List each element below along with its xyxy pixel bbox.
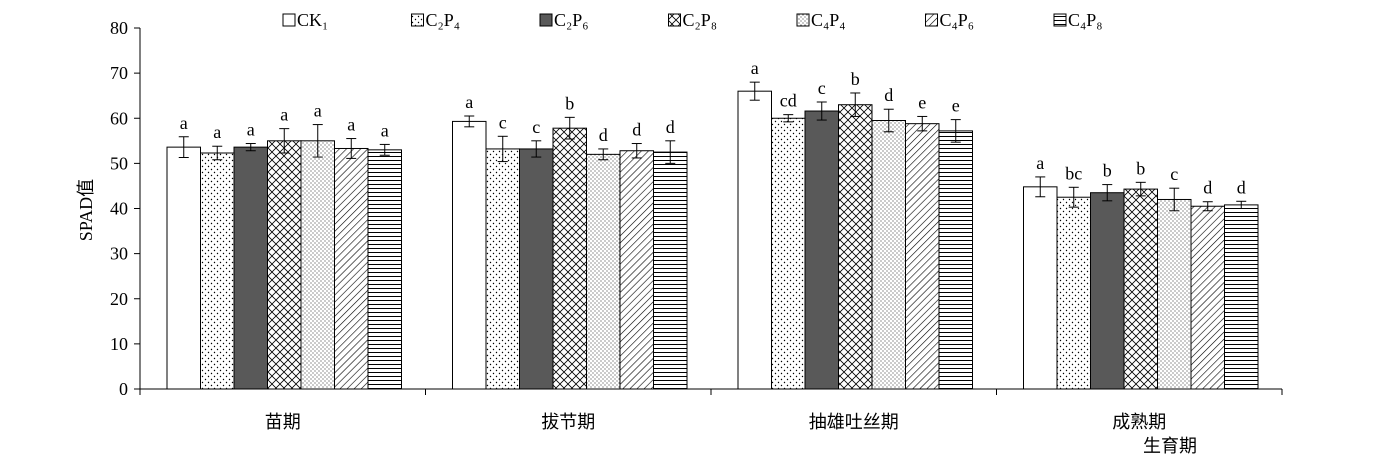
- legend-swatch: [411, 13, 424, 27]
- significance-letter: a: [1036, 153, 1044, 173]
- significance-letter: d: [1203, 178, 1212, 198]
- significance-letter: e: [918, 92, 926, 112]
- significance-letter: b: [851, 69, 860, 89]
- x-tick-label: 成熟期: [1112, 412, 1166, 433]
- legend-label: CK₁: [297, 10, 328, 30]
- legend-label: C₄P₆: [940, 10, 975, 30]
- legend-label: C₄P₈: [1068, 10, 1103, 30]
- significance-letter: a: [314, 101, 322, 121]
- bar: [1090, 192, 1125, 390]
- legend-swatch: [539, 13, 553, 27]
- x-axis: 苗期 拔节期 抽雄吐丝期 成熟期: [139, 388, 1283, 433]
- bar: [1056, 196, 1091, 390]
- significance-letter: a: [247, 120, 255, 140]
- significance-letter: c: [532, 117, 540, 137]
- bar: [737, 90, 772, 390]
- y-tick-label: 0: [119, 379, 128, 399]
- y-axis: 0 10 20 30 40 50 60 70 80: [110, 18, 141, 399]
- x-tick-label: 苗期: [265, 412, 301, 433]
- x-axis-label: 生育期: [1143, 436, 1197, 457]
- bar: [838, 104, 873, 390]
- significance-letter: d: [599, 125, 608, 145]
- bar: [1023, 186, 1058, 390]
- significance-letter: e: [952, 96, 960, 116]
- legend-label: C₂P₆: [554, 10, 589, 30]
- significance-letter: c: [1170, 164, 1178, 184]
- legend-swatch: [668, 13, 681, 27]
- significance-letter: a: [751, 58, 759, 78]
- bar: [519, 148, 554, 390]
- y-tick-label: 20: [110, 289, 128, 309]
- significance-letter: a: [213, 122, 221, 142]
- bar: [485, 148, 520, 390]
- significance-letter: bc: [1065, 163, 1082, 183]
- bar: [300, 140, 335, 390]
- significance-letter: a: [280, 105, 288, 125]
- bar: [1224, 204, 1259, 390]
- bar: [653, 151, 688, 390]
- significance-letter: a: [465, 92, 473, 112]
- legend-label: C₄P₄: [811, 10, 846, 30]
- bar: [905, 123, 940, 390]
- bar: [804, 110, 839, 390]
- significance-letter: d: [666, 117, 675, 137]
- x-tick-label: 抽雄吐丝期: [809, 412, 899, 433]
- y-tick-label: 30: [110, 244, 128, 264]
- bar: [1190, 205, 1225, 390]
- legend-swatch: [282, 13, 296, 27]
- x-tick-label: 拔节期: [541, 412, 595, 433]
- chart-legend: CK₁ C₂P₄ C₂P₆ C₂P₈ C₄P₄ C₄P₆ C₄P₈: [282, 10, 1103, 30]
- y-tick-label: 70: [110, 63, 128, 83]
- bar: [938, 130, 973, 390]
- significance-letter: a: [180, 113, 188, 133]
- y-tick-label: 10: [110, 334, 128, 354]
- significance-letter: cd: [780, 91, 797, 111]
- y-tick-label: 40: [110, 199, 128, 219]
- bar: [871, 120, 906, 390]
- significance-letter: a: [381, 120, 389, 140]
- bar: [334, 147, 369, 390]
- significance-letter: d: [1237, 177, 1246, 197]
- bar: [200, 152, 235, 390]
- bar: [1123, 188, 1158, 390]
- legend-swatch: [925, 13, 938, 27]
- significance-letter: b: [1136, 158, 1145, 178]
- bar: [367, 149, 402, 390]
- bar: [267, 140, 302, 390]
- bar: [452, 120, 487, 390]
- bar: [586, 153, 621, 390]
- bar: [233, 146, 268, 390]
- significance-letter: b: [565, 93, 574, 113]
- y-tick-label: 80: [110, 18, 128, 38]
- significance-letter: a: [347, 115, 355, 135]
- y-axis-label: SPAD值: [76, 179, 96, 241]
- significance-letter: d: [632, 120, 641, 140]
- bar: [552, 127, 587, 390]
- bar: [166, 146, 201, 390]
- legend-swatch: [1053, 13, 1067, 27]
- significance-letter: c: [818, 78, 826, 98]
- legend-swatch: [796, 13, 810, 27]
- significance-letter: c: [499, 112, 507, 132]
- bar: [771, 117, 806, 390]
- significance-letter: b: [1103, 161, 1112, 181]
- bar: [619, 150, 654, 390]
- significance-letter: d: [884, 85, 893, 105]
- y-tick-label: 50: [110, 153, 128, 173]
- bar: [1157, 198, 1192, 390]
- y-tick-label: 60: [110, 108, 128, 128]
- legend-label: C₂P₄: [426, 10, 461, 30]
- legend-label: C₂P₈: [683, 10, 718, 30]
